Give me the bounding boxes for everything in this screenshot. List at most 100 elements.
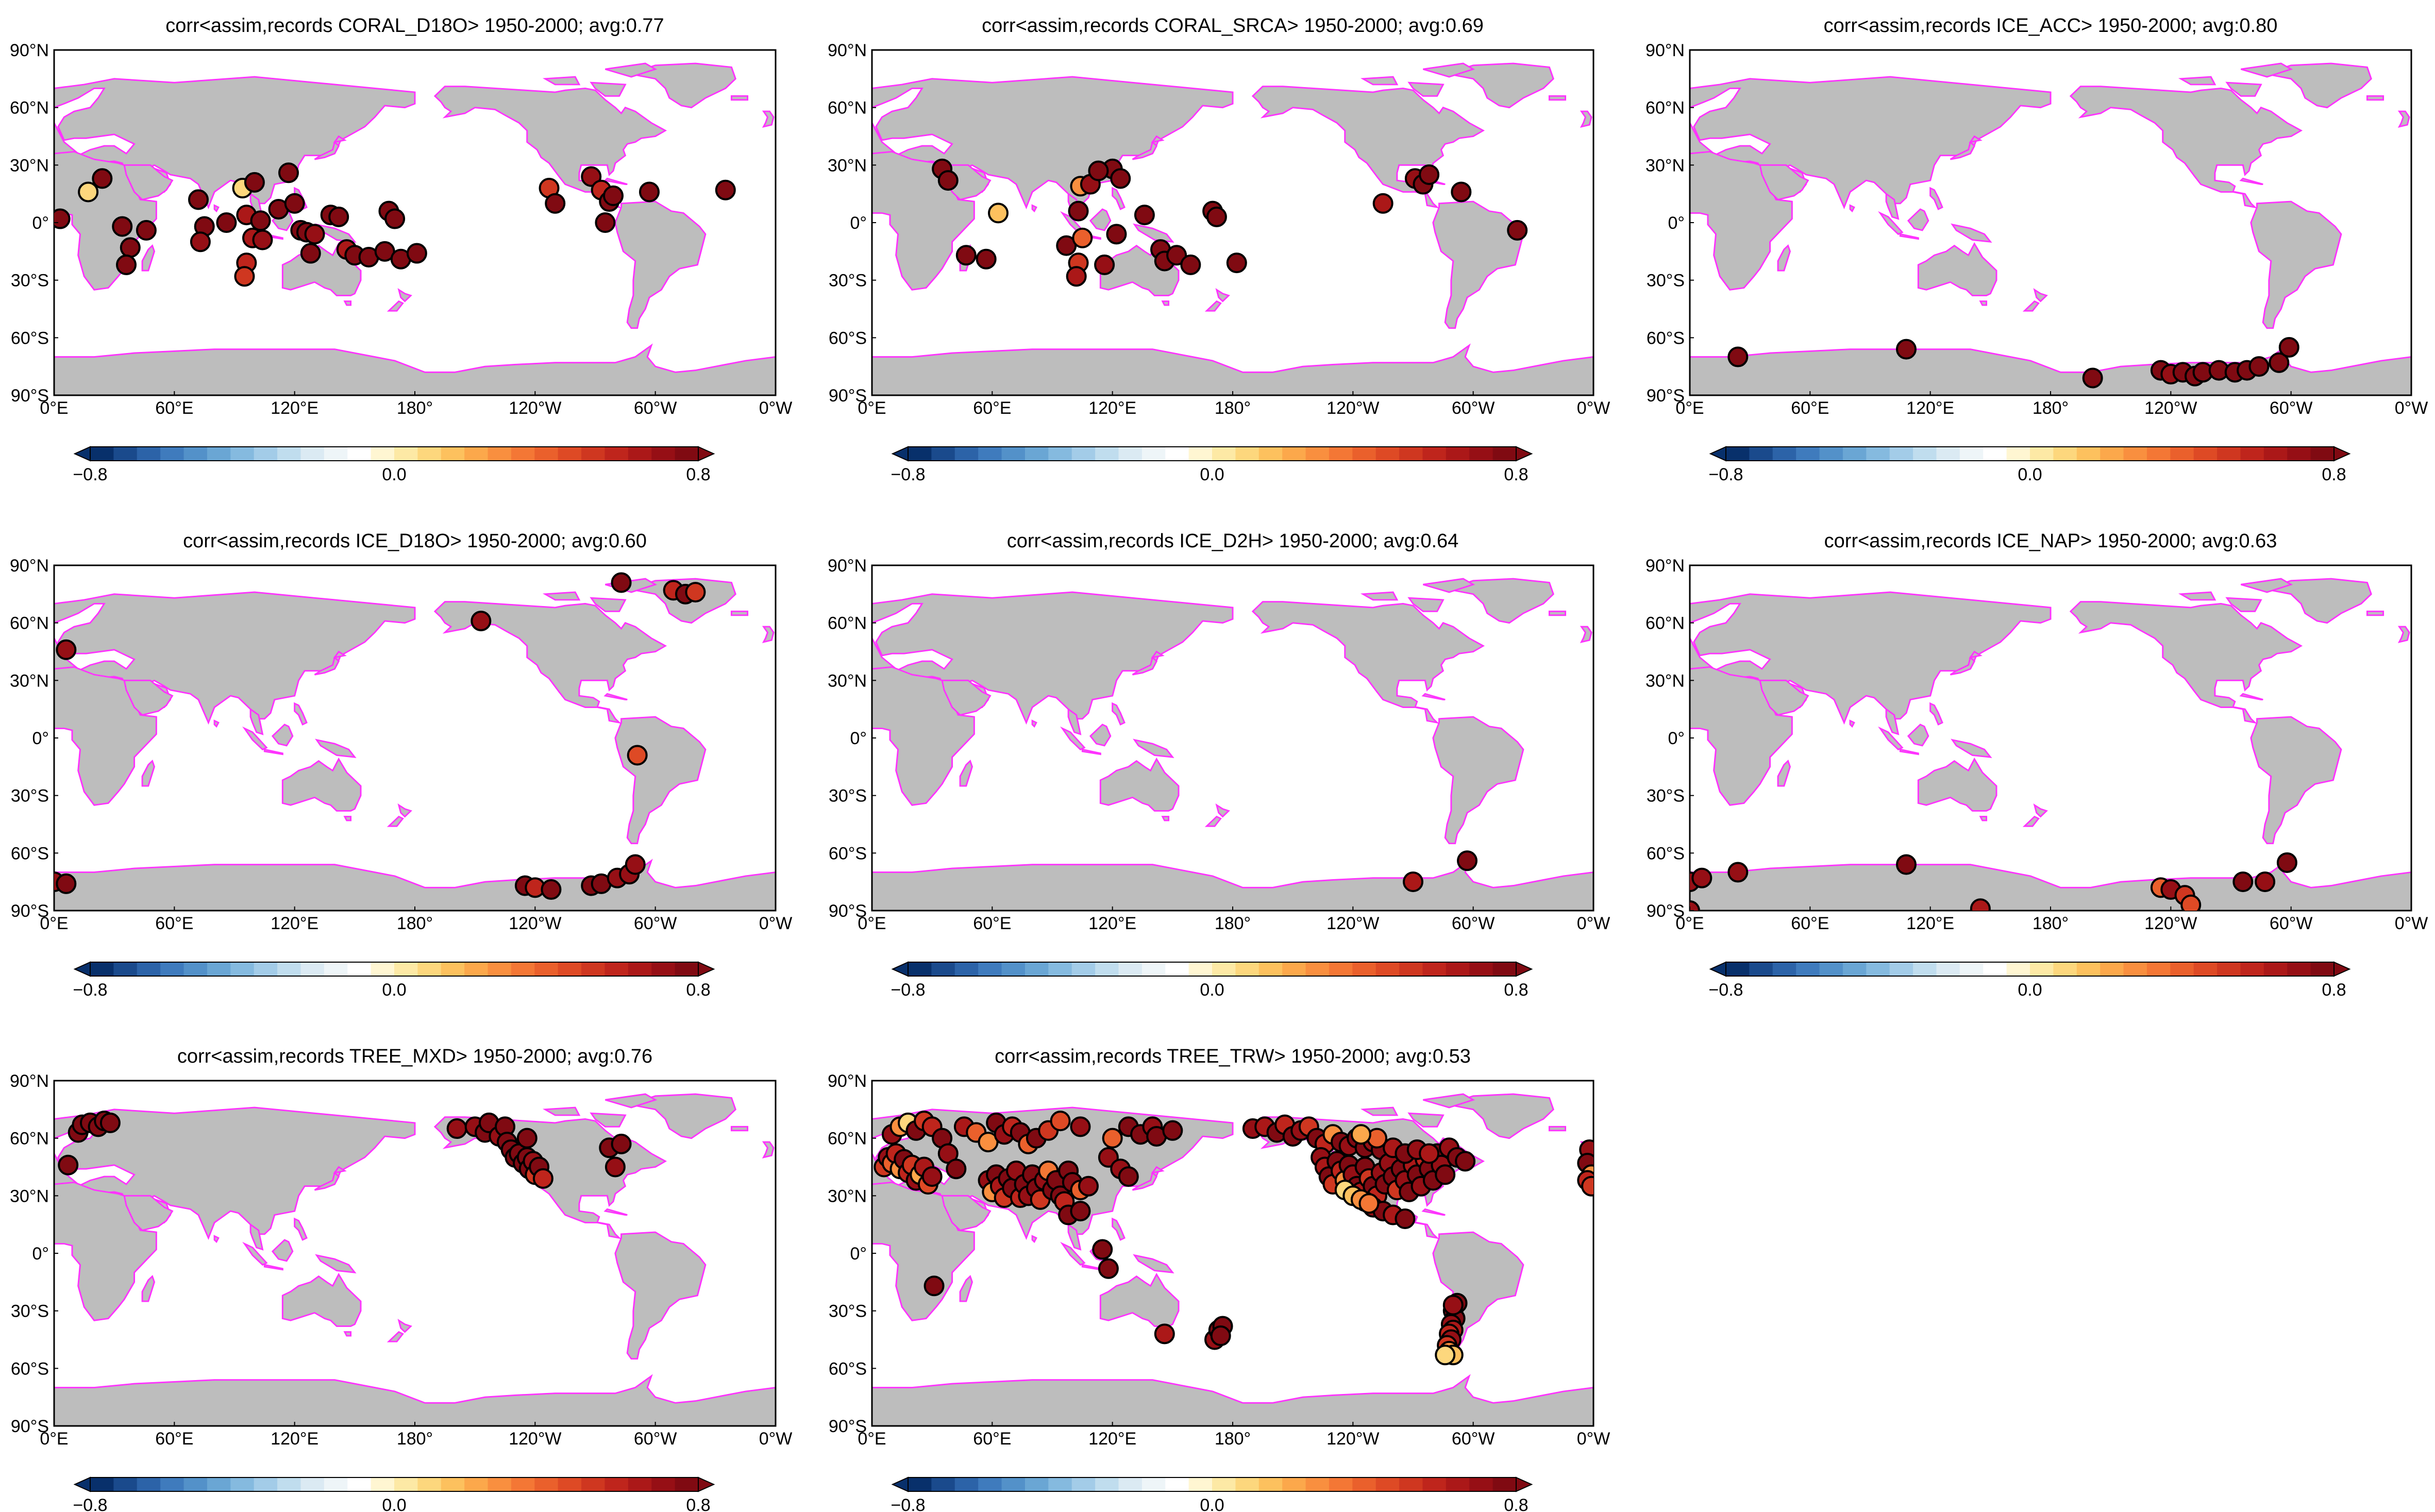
- panel-title: corr<assim,records TREE_TRW> 1950-2000; …: [995, 1046, 1471, 1067]
- x-tick-label: 180°: [397, 398, 433, 418]
- record-point: [1457, 850, 1477, 871]
- colorbar-segment: [1422, 1477, 1447, 1491]
- colorbar-segment: [1446, 1477, 1470, 1491]
- colorbar-segment: [604, 962, 629, 976]
- record-point: [1970, 898, 1991, 911]
- colorbar-segment: [90, 447, 114, 461]
- colorbar-segment: [300, 1477, 325, 1491]
- record-point: [328, 206, 349, 227]
- colorbar-segment: [1071, 962, 1096, 976]
- record-point: [58, 1154, 79, 1175]
- x-tick-label: 120°W: [2144, 398, 2197, 418]
- colorbar-segment: [464, 962, 489, 976]
- record-point: [685, 582, 706, 603]
- y-tick-label: 0°: [850, 1244, 867, 1264]
- record-point: [384, 208, 406, 229]
- colorbar-tick-label: 0.0: [382, 980, 406, 1000]
- colorbar-max-extend: [2333, 446, 2351, 462]
- colorbar-segment: [277, 447, 301, 461]
- colorbar-frame: [908, 962, 1517, 977]
- record-point: [1106, 224, 1127, 245]
- x-tick-label: 0°W: [1577, 914, 1610, 933]
- colorbar-tick-label: 0.0: [382, 1496, 406, 1512]
- colorbar-segment: [1796, 447, 1820, 461]
- record-point: [1134, 205, 1155, 226]
- colorbar-segment: [1959, 962, 1984, 976]
- y-tick-label: 0°: [1668, 213, 1685, 233]
- record-point: [611, 572, 632, 593]
- colorbar-segment: [230, 447, 255, 461]
- record-point: [1419, 1143, 1440, 1164]
- y-tick-label: 60°S: [829, 328, 867, 348]
- x-tick-label: 60°W: [2270, 398, 2313, 418]
- record-point: [545, 193, 566, 214]
- y-tick-label: 90°S: [11, 386, 49, 406]
- colorbar-segment: [1726, 447, 1750, 461]
- colorbar-segment: [1842, 962, 1867, 976]
- record-point: [1395, 1208, 1416, 1229]
- colorbar-segment: [581, 1477, 606, 1491]
- colorbar-segment: [604, 1477, 629, 1491]
- record-point: [1727, 346, 1749, 367]
- colorbar-segment: [230, 962, 255, 976]
- x-tick-label: 0°W: [2395, 914, 2428, 933]
- colorbar-segment: [675, 447, 699, 461]
- record-point: [1166, 245, 1187, 266]
- y-tick-label: 60°N: [1645, 98, 1685, 118]
- colorbar-segment: [394, 962, 418, 976]
- colorbar-segment: [1025, 962, 1049, 976]
- x-tick-label: 60°E: [1791, 914, 1829, 933]
- x-tick-label: 0°W: [2395, 398, 2428, 418]
- record-point: [446, 1118, 467, 1139]
- colorbar-segment: [2053, 962, 2077, 976]
- colorbar-segment: [1305, 447, 1330, 461]
- colorbar-tick-label: −0.8: [73, 465, 107, 484]
- colorbar-segment: [2240, 962, 2264, 976]
- y-tick-label: 30°N: [1645, 671, 1685, 691]
- record-point: [1066, 266, 1087, 287]
- record-point: [190, 231, 211, 253]
- record-point: [1098, 1258, 1119, 1279]
- panel-title: corr<assim,records ICE_D18O> 1950-2000; …: [183, 530, 647, 552]
- y-tick-label: 90°S: [11, 901, 49, 921]
- colorbar-segment: [675, 1477, 699, 1491]
- colorbar-segment: [2310, 962, 2335, 976]
- colorbar-frame: [908, 1477, 1517, 1492]
- record-point: [2269, 352, 2290, 373]
- panel-title: corr<assim,records ICE_D2H> 1950-2000; a…: [1007, 530, 1459, 552]
- colorbar-segment: [1399, 447, 1423, 461]
- y-tick-label: 30°S: [11, 786, 49, 806]
- colorbar-segment: [1048, 962, 1072, 976]
- colorbar-frame: [1725, 962, 2335, 977]
- colorbar-tick-label: −0.8: [891, 1496, 925, 1512]
- colorbar-segment: [1772, 962, 1796, 976]
- record-point: [955, 245, 977, 266]
- x-tick-label: 120°E: [271, 398, 318, 418]
- record-point: [120, 237, 141, 258]
- colorbar-segment: [371, 962, 395, 976]
- y-tick-label: 90°S: [1647, 901, 1685, 921]
- colorbar-segment: [1936, 962, 1960, 976]
- colorbar-tick-label: 0.8: [2322, 980, 2346, 1000]
- colorbar-segment: [1983, 447, 2007, 461]
- x-tick-label: 0°W: [1577, 398, 1610, 418]
- record-point: [2180, 894, 2202, 911]
- record-point: [1581, 1175, 1593, 1197]
- colorbar-segment: [2100, 447, 2124, 461]
- colorbar-segment: [207, 962, 231, 976]
- record-point: [1896, 854, 1917, 875]
- colorbar-tick-label: 0.0: [382, 465, 406, 484]
- colorbar-max-extend: [1516, 1476, 1533, 1492]
- panel-title: corr<assim,records ICE_NAP> 1950-2000; a…: [1824, 530, 2277, 552]
- y-tick-label: 90°N: [1645, 556, 1685, 576]
- record-point: [471, 610, 492, 631]
- colorbar-max-extend: [698, 446, 715, 462]
- x-tick-label: 0°W: [759, 1429, 793, 1449]
- y-tick-label: 0°: [1668, 729, 1685, 748]
- record-point: [99, 1112, 121, 1133]
- colorbar-segment: [2170, 447, 2194, 461]
- colorbar-segment: [1796, 962, 1820, 976]
- colorbar-segment: [2123, 962, 2147, 976]
- y-tick-label: 30°N: [828, 671, 867, 691]
- colorbar-segment: [581, 447, 606, 461]
